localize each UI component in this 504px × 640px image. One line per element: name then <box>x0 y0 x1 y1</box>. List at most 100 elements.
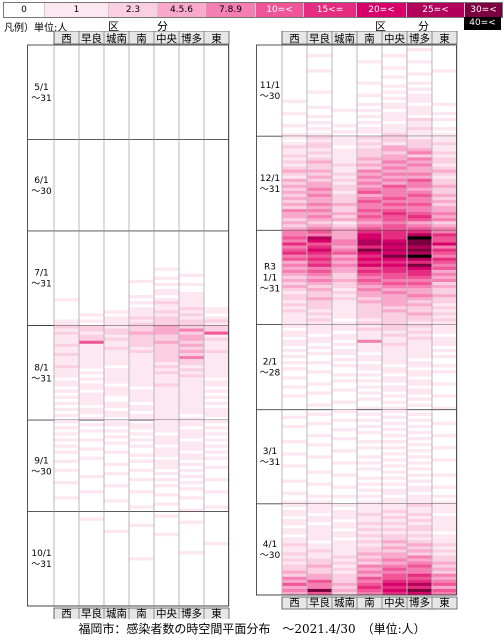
heat-cell <box>382 130 407 134</box>
heat-cell <box>282 549 307 553</box>
heat-cell <box>307 546 332 550</box>
heat-cell <box>307 190 332 195</box>
heat-cell <box>154 359 179 363</box>
heat-cell <box>382 309 407 313</box>
heat-cell <box>432 251 457 255</box>
heat-cell <box>357 199 382 204</box>
heat-cell <box>407 254 432 259</box>
heat-cell <box>154 313 179 317</box>
heat-cell <box>382 357 407 362</box>
heat-cell <box>357 348 382 353</box>
heat-cell <box>357 282 382 286</box>
heat-cell <box>432 157 457 161</box>
heat-cell <box>357 488 382 492</box>
heat-cell <box>332 230 357 234</box>
legend-level-5: 10=< <box>256 3 304 17</box>
right-heatmap-panel: 西早良 城南南中央 博多東 11/1 ～30 12/1 ～31 R3 1/1 ～31 2/1 ～28 3… <box>256 31 460 611</box>
heat-cell <box>382 537 407 541</box>
heat-cell <box>407 342 432 347</box>
heat-cell <box>332 588 357 593</box>
plot-border <box>27 44 229 607</box>
heat-cell <box>54 365 79 369</box>
heat-cell <box>407 312 432 316</box>
heat-cell <box>332 181 357 186</box>
heat-cell <box>282 464 307 468</box>
heat-cell <box>357 318 382 322</box>
heat-cell <box>357 178 382 183</box>
heat-cell <box>204 307 229 311</box>
heat-cell <box>79 343 104 348</box>
heat-cell <box>407 93 432 97</box>
heat-cell <box>179 453 204 457</box>
heat-cell <box>179 398 204 403</box>
heat-cell <box>179 298 204 302</box>
heat-cell <box>432 534 457 538</box>
heat-cell <box>407 397 432 401</box>
heat-cell <box>357 573 382 578</box>
heat-cell <box>332 269 357 274</box>
heat-cell <box>129 334 154 338</box>
heat-cell <box>382 275 407 280</box>
heat-cell <box>407 187 432 192</box>
heat-cell <box>407 443 432 447</box>
heat-cell <box>407 169 432 173</box>
heat-cell <box>104 362 129 366</box>
heat-cell <box>407 512 432 517</box>
heat-cell <box>154 310 179 314</box>
heat-cell <box>407 455 432 459</box>
heat-cell <box>307 403 332 407</box>
heat-cell <box>382 327 407 331</box>
heat-cell <box>407 291 432 295</box>
heat-cell <box>332 199 357 204</box>
heat-cell <box>407 564 432 568</box>
heat-cell <box>129 374 154 378</box>
heat-cell <box>54 432 79 436</box>
heat-cell <box>282 239 307 243</box>
heat-cell <box>357 236 382 240</box>
heat-cell <box>382 528 407 532</box>
heat-cell <box>282 242 307 246</box>
heat-cell <box>357 576 382 581</box>
heat-cell <box>332 364 357 368</box>
heat-cell <box>357 251 382 255</box>
heat-cell <box>154 471 179 476</box>
heat-cell <box>282 160 307 164</box>
footer-column-label: 東 <box>439 596 450 609</box>
heat-cell <box>282 424 307 429</box>
heat-cell <box>104 334 129 338</box>
heat-cell <box>332 357 357 362</box>
heat-cell <box>432 552 457 556</box>
heat-cell <box>407 391 432 395</box>
heat-cell <box>54 450 79 454</box>
heat-cell <box>179 273 204 278</box>
heat-cell <box>129 295 154 299</box>
left-ku-label: 区 <box>108 20 119 33</box>
heat-cell <box>357 130 382 134</box>
heat-cell <box>307 105 332 110</box>
heat-cell <box>382 421 407 426</box>
heat-cell <box>204 331 229 335</box>
heat-cell <box>432 458 457 462</box>
period-label: 12/1 <box>260 174 280 184</box>
heat-cell <box>407 576 432 581</box>
heat-cell <box>282 415 307 420</box>
heat-cell <box>179 282 204 287</box>
heat-cell <box>79 456 104 460</box>
heat-cell <box>357 266 382 271</box>
heat-cell <box>332 540 357 544</box>
heat-cell <box>282 275 307 280</box>
heat-cell <box>129 349 154 354</box>
heat-cell <box>382 376 407 380</box>
heat-cell <box>407 266 432 271</box>
heat-cell <box>382 531 407 535</box>
heat-cell <box>307 145 332 149</box>
heat-cell <box>54 468 79 473</box>
heat-cell <box>407 108 432 113</box>
heat-cell <box>407 196 432 201</box>
heat-cell <box>432 282 457 286</box>
heat-cell <box>382 543 407 547</box>
heat-cell <box>129 505 154 509</box>
heat-cell <box>79 362 104 366</box>
heat-cell <box>154 404 179 409</box>
heat-cell <box>154 477 179 482</box>
